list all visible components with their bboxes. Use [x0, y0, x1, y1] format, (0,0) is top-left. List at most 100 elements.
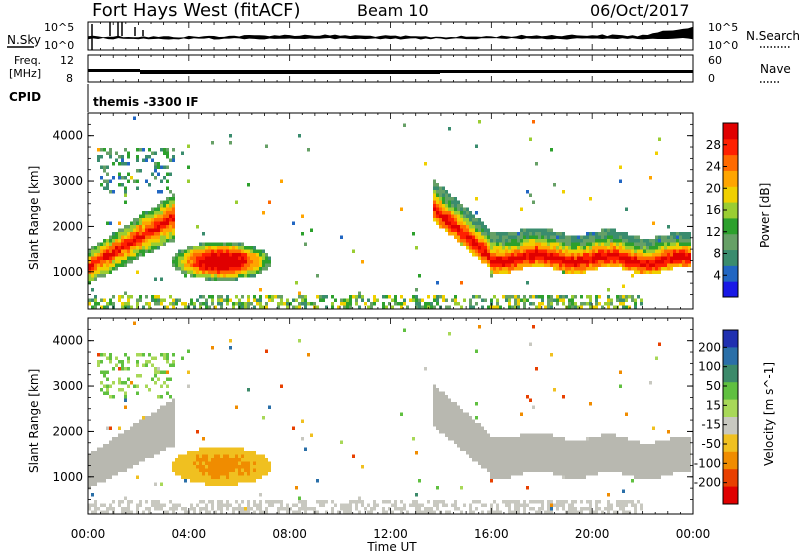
velocity-cell [430, 507, 433, 511]
power-cell [151, 158, 154, 162]
velocity-cell [469, 426, 472, 430]
velocity-cell [472, 440, 475, 444]
power-cell [100, 267, 103, 271]
power-cell [601, 260, 604, 264]
power-cell [229, 246, 232, 250]
power-cell [361, 260, 364, 264]
velocity-cell [604, 440, 607, 444]
velocity-cell [97, 465, 100, 469]
power-cell [184, 249, 187, 253]
power-cell [127, 162, 130, 166]
power-cell [235, 270, 238, 274]
velocity-cell [232, 465, 235, 469]
velocity-cell [634, 503, 637, 507]
velocity-cell [436, 416, 439, 420]
velocity-cell [481, 503, 484, 507]
power-cell [508, 263, 511, 267]
power-cell [562, 232, 565, 236]
power-cell [166, 211, 169, 215]
power-cell [466, 221, 469, 225]
velocity-cell [190, 507, 193, 511]
power-cell [157, 235, 160, 239]
velocity-cell [631, 451, 634, 455]
power-cell [340, 298, 343, 302]
velocity-cell [148, 430, 151, 434]
power-cell [658, 270, 661, 274]
power-cell [166, 155, 169, 159]
velocity-cell [154, 370, 157, 374]
velocity-cell [442, 412, 445, 416]
power-cell [310, 302, 313, 306]
velocity-cell [562, 472, 565, 476]
power-cell [463, 228, 466, 232]
power-cell [139, 253, 142, 257]
power-cell [559, 253, 562, 257]
power-cell [394, 295, 397, 299]
power-cell [214, 246, 217, 250]
power-cell [109, 298, 112, 302]
power-cell [478, 232, 481, 236]
power-cell [136, 302, 139, 306]
velocity-cell [499, 465, 502, 469]
power-cell [262, 305, 265, 309]
velocity-cell [556, 440, 559, 444]
power-cell [145, 214, 148, 218]
velocity-cell [445, 419, 448, 423]
velocity-colorbar-tick-label: -50 [701, 437, 721, 451]
velocity-cell [616, 447, 619, 451]
velocity-cell [646, 458, 649, 462]
power-cell [643, 256, 646, 260]
power-cell [439, 193, 442, 197]
power-cell [559, 295, 562, 299]
velocity-cell [154, 356, 157, 360]
power-cell [199, 256, 202, 260]
power-cell [166, 228, 169, 232]
velocity-cell [454, 423, 457, 427]
power-cell [655, 256, 658, 260]
power-cell [142, 158, 145, 162]
power-cell [526, 232, 529, 236]
power-cell [457, 204, 460, 208]
velocity-cell [202, 475, 205, 479]
power-cell [226, 249, 229, 253]
velocity-cell [655, 458, 658, 462]
power-cell [436, 200, 439, 204]
velocity-cell [367, 510, 370, 514]
velocity-cell [577, 461, 580, 465]
power-cell [523, 253, 526, 257]
power-cell [442, 225, 445, 229]
power-cell [106, 186, 109, 190]
power-cell [157, 232, 160, 236]
power-cell [511, 260, 514, 264]
velocity-cell [169, 363, 172, 367]
velocity-cell [139, 451, 142, 455]
power-cell [229, 260, 232, 264]
power-cell [616, 249, 619, 253]
velocity-cell [478, 437, 481, 441]
velocity-cell [598, 447, 601, 451]
power-cell [157, 225, 160, 229]
velocity-cell [280, 384, 283, 388]
power-cell [514, 256, 517, 260]
power-cell [607, 246, 610, 250]
power-cell [100, 298, 103, 302]
freq-label: Freq. [14, 54, 41, 67]
velocity-cell [142, 451, 145, 455]
velocity-cell [514, 451, 517, 455]
power-cell [544, 232, 547, 236]
velocity-cell [253, 503, 256, 507]
velocity-cell [646, 451, 649, 455]
power-cell [160, 190, 163, 194]
velocity-cell [688, 461, 691, 465]
power-cell [571, 256, 574, 260]
power-colorbar-tick-label: 16 [706, 203, 721, 217]
velocity-cell [226, 454, 229, 458]
velocity-cell [589, 458, 592, 462]
velocity-cell [118, 465, 121, 469]
power-cell [649, 242, 652, 246]
power-cell [580, 249, 583, 253]
power-cell [445, 305, 448, 309]
power-cell [670, 232, 673, 236]
power-cell [670, 256, 673, 260]
y-tick-label: 4000 [52, 334, 83, 348]
